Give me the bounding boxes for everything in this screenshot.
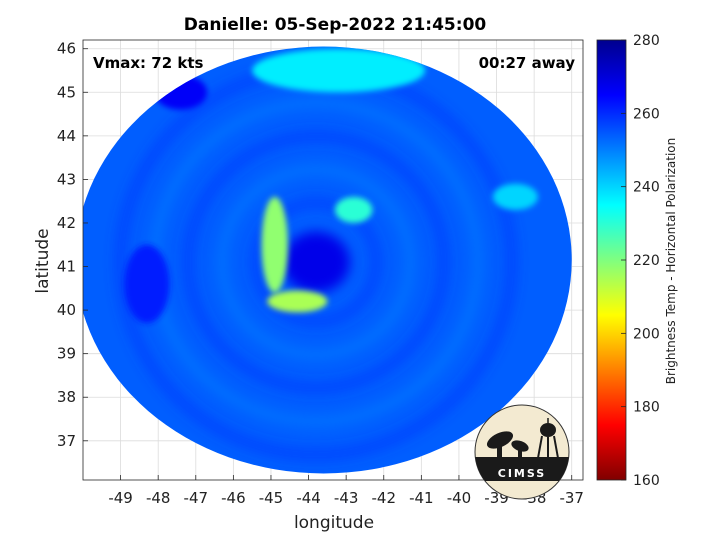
swath <box>83 46 572 474</box>
y-tick-label: 45 <box>57 83 76 101</box>
cloud-north <box>252 48 426 93</box>
y-tick-label: 40 <box>57 301 76 319</box>
colorbar-tick-label: 280 <box>633 33 660 49</box>
colorbar-tick-label: 220 <box>633 253 660 269</box>
colorbar-label: Brightness Temp - Horizontal Polarizatio… <box>664 138 678 385</box>
y-tick-label: 43 <box>57 170 76 188</box>
x-tick-label: -41 <box>409 489 434 507</box>
x-tick-label: -45 <box>259 489 284 507</box>
cloud-east <box>492 183 538 210</box>
x-tick-label: -48 <box>146 489 171 507</box>
y-axis-label: latitude <box>33 228 53 293</box>
rainband-north <box>334 196 373 223</box>
y-tick-label: 46 <box>57 40 76 58</box>
x-tick-label: -42 <box>372 489 397 507</box>
colorbar-tick-label: 180 <box>633 400 660 416</box>
y-tick-label: 42 <box>57 214 76 232</box>
y-axis-ticks: 37 38 39 40 41 42 43 44 45 46 <box>57 40 88 450</box>
x-tick-label: -43 <box>334 489 359 507</box>
x-tick-label: -47 <box>184 489 209 507</box>
colorbar-tick-label: 260 <box>633 106 660 122</box>
colorbar-ticks: 160 180 200 220 240 260 280 <box>621 33 660 489</box>
rainband-south <box>267 290 328 313</box>
y-tick-label: 41 <box>57 258 76 276</box>
x-tick-label: -37 <box>559 489 584 507</box>
time-away-annotation: 00:27 away <box>479 54 576 72</box>
x-axis-label: longitude <box>294 513 374 533</box>
colorbar-tick-label: 200 <box>633 326 660 342</box>
chart-title: Danielle: 05-Sep-2022 21:45:00 <box>184 15 487 35</box>
x-tick-label: -49 <box>108 489 133 507</box>
x-tick-label: -44 <box>296 489 321 507</box>
x-tick-label: -40 <box>447 489 472 507</box>
colorbar-tick-label: 240 <box>633 180 660 196</box>
eye <box>282 231 350 293</box>
rainband-texture <box>217 164 416 360</box>
cimss-logo: CIMSS <box>474 404 570 500</box>
colorbar-tick-label: 160 <box>633 473 660 489</box>
cimss-logo-text: CIMSS <box>498 467 546 480</box>
y-tick-label: 44 <box>57 127 76 145</box>
x-tick-label: -46 <box>221 489 246 507</box>
rainband-west <box>261 196 288 293</box>
rainband-texture <box>183 131 449 394</box>
rainband-texture <box>250 197 382 327</box>
y-tick-label: 38 <box>57 388 76 406</box>
y-tick-label: 39 <box>57 345 76 363</box>
cold-patch-w <box>124 244 170 324</box>
vmax-annotation: Vmax: 72 kts <box>93 54 203 72</box>
plot-frame <box>82 39 584 481</box>
y-tick-label: 37 <box>57 432 76 450</box>
